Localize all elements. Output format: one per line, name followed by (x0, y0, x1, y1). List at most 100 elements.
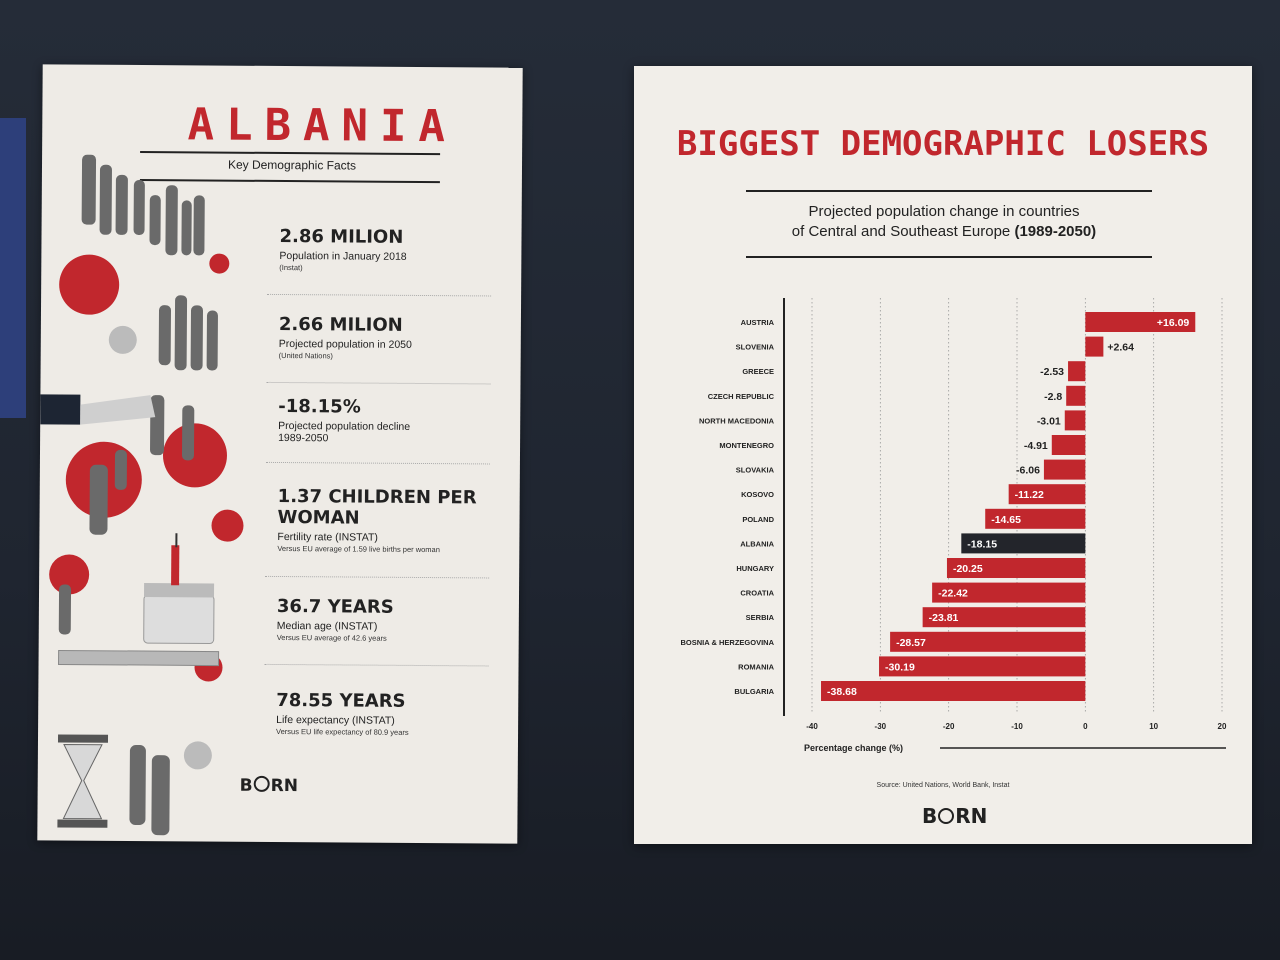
fact-description: Median age (INSTAT) (276, 619, 378, 633)
data-label: -11.22 (1015, 489, 1044, 501)
bar (1068, 361, 1086, 382)
bar-chart: -40 -30 -20 -10 0 10 20 AUSTRIA +16.09 SLOVENIA +2… (681, 298, 1227, 753)
data-label: -18.15 (967, 538, 997, 550)
x-tick-label: 10 (1149, 722, 1158, 731)
fact-value: 2.86 MILION (279, 225, 404, 248)
fact-note: Versus EU average of 42.6 years (276, 632, 387, 643)
logo-text-left: B (239, 775, 253, 796)
category-label: NORTH MACEDONIA (699, 416, 775, 425)
bar (1051, 435, 1086, 455)
birn-logo: B RN (922, 804, 987, 828)
category-label: ALBANIA (740, 539, 774, 548)
photo-collage-illustration (40, 154, 244, 836)
bar (1064, 410, 1086, 431)
chart-subtitle: Projected population change in countries… (724, 202, 1164, 242)
category-label: POLAND (742, 515, 774, 524)
fact-note: 1989-2050 (278, 431, 329, 445)
fact-population-2018: 2.86 MILION Population in January 2018 (… (279, 226, 499, 274)
bar (932, 582, 1086, 603)
fact-divider (264, 663, 489, 667)
logo-text-right: RN (955, 804, 988, 828)
fact-value: 36.7 YEARS (276, 595, 394, 618)
data-label: -28.57 (896, 637, 926, 649)
data-label: -2.53 (1040, 366, 1064, 378)
category-label: SLOVENIA (736, 343, 775, 352)
desk-edge (0, 118, 26, 418)
fact-note: Versus EU average of 1.59 live births pe… (277, 543, 440, 555)
bar (1085, 336, 1104, 357)
chart-source: Source: United Nations, World Bank, Inst… (876, 782, 1010, 789)
bar (1008, 484, 1086, 505)
category-label: SERBIA (746, 613, 775, 622)
x-tick-label: -20 (943, 722, 955, 731)
data-label: -20.25 (953, 563, 983, 575)
bar (1085, 312, 1196, 332)
category-label: SLOVAKIA (736, 466, 775, 475)
chart-subtitle-line2: of Central and Southeast Europe (791, 223, 1011, 240)
x-tick-label: 0 (1083, 722, 1088, 731)
birn-logo: B RN (240, 776, 298, 796)
bar (821, 681, 1086, 701)
bar (879, 656, 1086, 677)
data-label: -6.06 (1016, 465, 1040, 477)
fact-value: -18.15% (278, 395, 361, 418)
logo-text-left: B (922, 804, 938, 828)
fact-description: Population in January 2018 (279, 249, 407, 263)
data-label: -2.8 (1044, 391, 1062, 403)
fact-population-decline: -18.15% Projected population decline 198… (278, 396, 498, 446)
fact-divider (266, 381, 491, 385)
category-label: CZECH REPUBLIC (708, 392, 775, 401)
category-label: BULGARIA (734, 687, 774, 696)
data-label: -38.68 (827, 686, 857, 698)
data-label: -23.81 (929, 612, 959, 624)
fact-description: Projected population in 2050 (278, 337, 412, 351)
bar (985, 508, 1086, 529)
chart-title: BIGGEST DEMOGRAPHIC LOSERS (676, 124, 1210, 164)
fact-divider (267, 293, 492, 297)
x-tick-label: -40 (806, 722, 818, 731)
bar (890, 631, 1086, 652)
fact-note: Versus EU life expectancy of 80.9 years (276, 726, 409, 737)
fact-value: 1.37 CHILDREN PER WOMAN (277, 485, 477, 529)
category-label: CROATIA (740, 589, 774, 598)
fact-note: (Instat) (279, 262, 303, 273)
bar (1066, 385, 1086, 406)
category-label: KOSOVO (741, 490, 774, 499)
bar (961, 533, 1086, 554)
data-label: -22.42 (938, 588, 968, 600)
fact-life-expectancy: 78.55 YEARS Life expectancy (INSTAT) Ver… (276, 690, 496, 738)
category-label: AUSTRIA (741, 318, 775, 327)
fact-note: (United Nations) (278, 350, 333, 361)
subtitle-rule (746, 256, 1152, 258)
fact-divider (265, 575, 490, 579)
x-axis-title: Percentage change (%) (804, 743, 903, 753)
data-label: -4.91 (1024, 440, 1048, 452)
fact-population-2050: 2.66 MILION Projected population in 2050… (279, 314, 499, 362)
fact-fertility-rate: 1.37 CHILDREN PER WOMAN Fertility rate (… (277, 486, 477, 554)
chart-subtitle-line1: Projected population change in countries (808, 203, 1080, 220)
data-label: -14.65 (991, 514, 1021, 526)
data-label: -3.01 (1037, 415, 1061, 427)
data-label: -30.19 (885, 661, 915, 673)
albania-facts-page: ALBANIA Key Demographic Facts (37, 64, 523, 844)
fact-value: 2.66 MILION (278, 313, 403, 336)
data-label: +16.09 (1157, 317, 1190, 329)
demographic-losers-page: BIGGEST DEMOGRAPHIC LOSERS Projected pop… (634, 66, 1252, 844)
x-tick-label: 20 (1218, 722, 1227, 731)
logo-text-right: RN (270, 775, 299, 797)
fact-median-age: 36.7 YEARS Median age (INSTAT) Versus EU… (277, 596, 497, 644)
fact-value: 78.55 YEARS (276, 689, 406, 712)
bar (1043, 459, 1086, 480)
category-label: BOSNIA & HERZEGOVINA (681, 638, 775, 647)
data-label: +2.64 (1107, 342, 1134, 354)
logo-magnifier-icon (253, 775, 270, 792)
fact-description: Life expectancy (INSTAT) (276, 713, 395, 727)
category-label: ROMANIA (738, 662, 774, 671)
x-tick-label: -30 (875, 722, 887, 731)
title-rule (746, 190, 1152, 192)
page-title: ALBANIA (187, 99, 458, 153)
bar (946, 558, 1086, 578)
category-label: GREECE (742, 367, 774, 376)
x-tick-label: -10 (1011, 722, 1023, 731)
bar (922, 607, 1086, 628)
